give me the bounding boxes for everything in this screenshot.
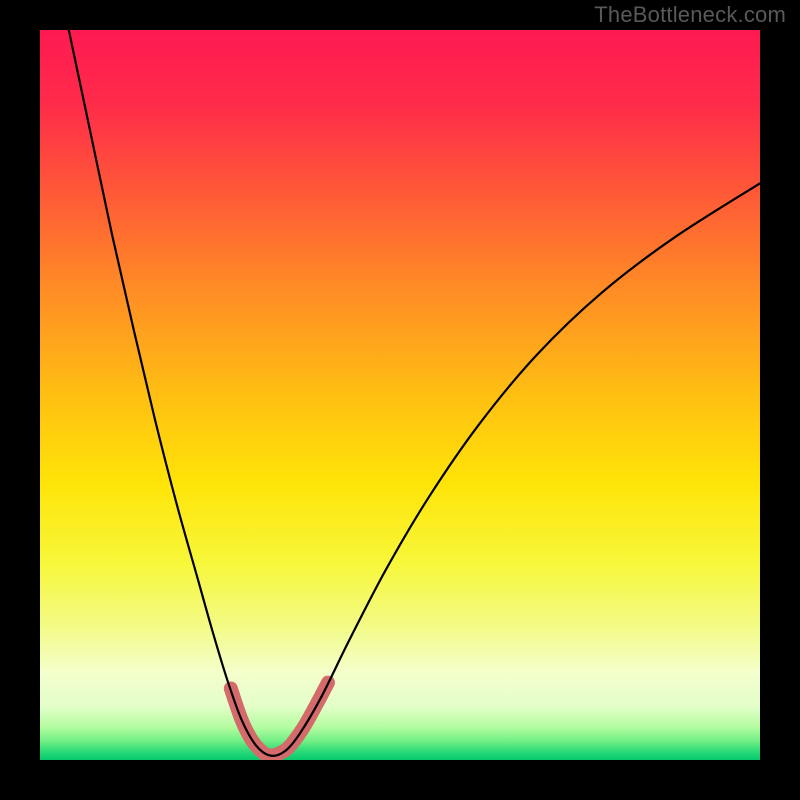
chart-svg	[40, 30, 760, 760]
gradient-background	[40, 30, 760, 760]
plot-container	[40, 30, 760, 760]
watermark-text: TheBottleneck.com	[594, 2, 786, 28]
